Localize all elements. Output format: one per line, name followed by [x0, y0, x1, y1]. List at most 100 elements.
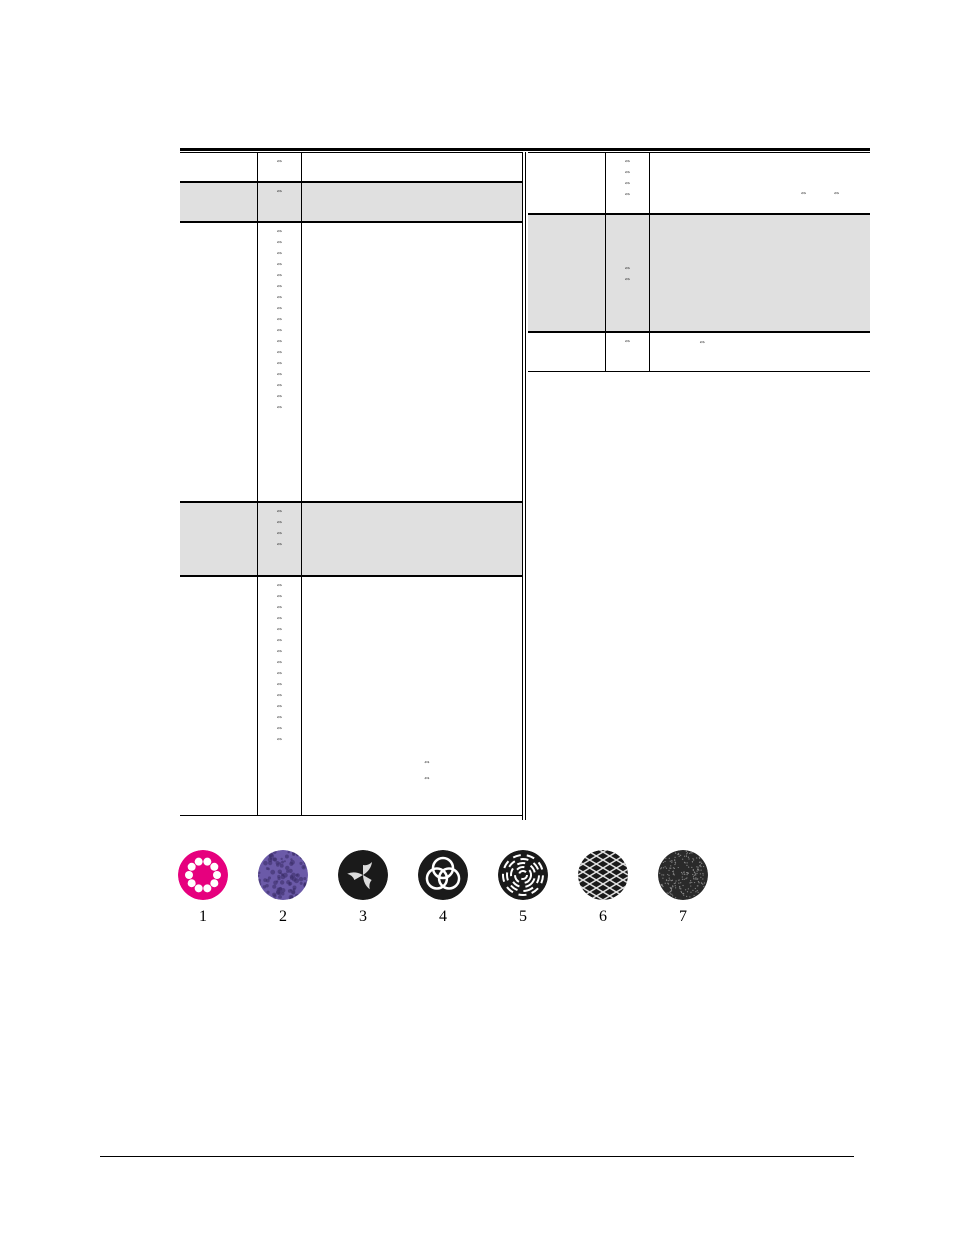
stipple-icon	[658, 850, 708, 900]
arrow-icon: ⇔	[624, 157, 632, 165]
arrow-icon: ⇔	[276, 702, 284, 710]
arrow-icon: ⇔	[800, 188, 808, 197]
icon-label: 5	[519, 908, 527, 926]
arrow-icon: ⇔	[276, 187, 284, 195]
cell-category	[180, 223, 258, 501]
arrow-icon: ⇔	[276, 625, 284, 633]
arrow-icon: ⇔	[276, 669, 284, 677]
cell-arrows: ⇔	[606, 333, 650, 371]
arrow-icon: ⇔	[276, 518, 284, 526]
triskelion-icon	[338, 850, 388, 900]
cell-content	[650, 215, 870, 331]
dots-ring-icon	[178, 850, 228, 900]
table-row: ⇔	[180, 182, 522, 222]
arrow-icon: ⇔	[276, 227, 284, 235]
column-divider	[525, 152, 526, 820]
arrow-icon: ⇔	[276, 636, 284, 644]
rose-icon	[498, 850, 548, 900]
cell-arrows: ⇔	[258, 153, 302, 181]
arrow-icon: ⇔	[276, 392, 284, 400]
arrow-icon: ⇔	[276, 359, 284, 367]
arrow-icon: ⇔	[276, 326, 284, 334]
icon-label: 2	[279, 908, 287, 926]
table-row: ⇔	[180, 152, 522, 182]
texture-icon	[258, 850, 308, 900]
cell-category	[528, 333, 606, 371]
arrow-icon: ⇔	[833, 188, 841, 197]
arrow-icon: ⇔	[624, 275, 632, 283]
cell-content: ⇔⇔	[302, 577, 522, 815]
table-row: ⇔⇔⇔⇔⇔⇔⇔⇔⇔⇔⇔⇔⇔⇔⇔⇔⇔	[180, 576, 522, 816]
icon-label: 1	[199, 908, 207, 926]
arrow-icon: ⇔	[276, 260, 284, 268]
arrow-icon: ⇔	[276, 540, 284, 548]
lattice-icon	[578, 850, 628, 900]
cell-arrows: ⇔ ⇔ ⇔ ⇔ ⇔ ⇔ ⇔ ⇔ ⇔ ⇔ ⇔ ⇔ ⇔ ⇔ ⇔	[258, 577, 302, 815]
icon-item: 6	[578, 850, 628, 926]
arrow-icon: ⇔	[276, 724, 284, 732]
arrow-icon: ⇔	[276, 157, 284, 165]
arrow-icon: ⇔	[276, 713, 284, 721]
cell-category	[180, 503, 258, 575]
table-row: ⇔⇔⇔⇔⇔⇔	[528, 152, 870, 214]
arrow-icon: ⇔	[624, 168, 632, 176]
arrow-icon: ⇔	[624, 264, 632, 272]
table-row: ⇔⇔	[528, 214, 870, 332]
table-row: ⇔⇔	[528, 332, 870, 372]
arrow-icon: ⇔	[624, 179, 632, 187]
arrow-icon: ⇔	[276, 647, 284, 655]
arrow-icon: ⇔	[276, 304, 284, 312]
arrow-icon: ⇔	[276, 293, 284, 301]
arrow-icon: ⇔	[624, 337, 632, 345]
cell-arrows: ⇔⇔	[606, 215, 650, 331]
arrow-icon: ⇔	[276, 348, 284, 356]
arrow-icon: ⇔	[276, 603, 284, 611]
arrow-icon: ⇔	[276, 735, 284, 743]
cell-content	[302, 153, 522, 181]
arrow-icon: ⇔	[276, 581, 284, 589]
triquetra-icon	[418, 850, 468, 900]
arrow-icon: ⇔	[276, 691, 284, 699]
icon-label: 4	[439, 908, 447, 926]
arrow-icon: ⇔	[276, 271, 284, 279]
arrow-icon: ⇔	[423, 773, 431, 782]
arrow-icon: ⇔	[276, 529, 284, 537]
icon-item: 2	[258, 850, 308, 926]
cell-content	[302, 503, 522, 575]
cell-content	[302, 223, 522, 501]
cell-category	[180, 577, 258, 815]
arrow-icon: ⇔	[423, 757, 431, 766]
cell-arrows: ⇔⇔⇔⇔	[606, 153, 650, 213]
arrow-icon: ⇔	[276, 403, 284, 411]
arrow-icon: ⇔	[276, 658, 284, 666]
arrow-icon: ⇔	[276, 592, 284, 600]
cell-arrows: ⇔ ⇔ ⇔ ⇔ ⇔ ⇔ ⇔ ⇔ ⇔ ⇔ ⇔ ⇔ ⇔ ⇔ ⇔ ⇔ ⇔	[258, 223, 302, 501]
arrow-icon: ⇔	[276, 249, 284, 257]
cell-arrows: ⇔⇔⇔⇔	[258, 503, 302, 575]
cell-content: ⇔	[650, 333, 870, 371]
icon-item: 3	[338, 850, 388, 926]
arrow-icon: ⇔	[276, 238, 284, 246]
icon-item: 7	[658, 850, 708, 926]
arrow-icon: ⇔	[276, 614, 284, 622]
table-row: ⇔⇔⇔⇔	[180, 502, 522, 576]
arrow-icon: ⇔	[276, 680, 284, 688]
icon-item: 5	[498, 850, 548, 926]
cell-category	[528, 153, 606, 213]
arrow-icon: ⇔	[276, 337, 284, 345]
arrow-icon: ⇔	[276, 315, 284, 323]
arrow-icon: ⇔	[276, 370, 284, 378]
table-row: ⇔ ⇔ ⇔ ⇔ ⇔ ⇔ ⇔ ⇔ ⇔ ⇔ ⇔ ⇔ ⇔ ⇔ ⇔ ⇔ ⇔	[180, 222, 522, 502]
cell-category	[180, 153, 258, 181]
header-bar	[180, 148, 870, 151]
footer-line	[100, 1156, 854, 1157]
arrow-icon: ⇔	[276, 381, 284, 389]
icon-row: 1 2 3 4 5 6 7	[178, 850, 708, 926]
arrow-icon: ⇔	[698, 337, 706, 346]
icon-label: 6	[599, 908, 607, 926]
icon-label: 3	[359, 908, 367, 926]
icon-item: 4	[418, 850, 468, 926]
cell-category	[528, 215, 606, 331]
icon-item: 1	[178, 850, 228, 926]
arrow-icon: ⇔	[276, 282, 284, 290]
